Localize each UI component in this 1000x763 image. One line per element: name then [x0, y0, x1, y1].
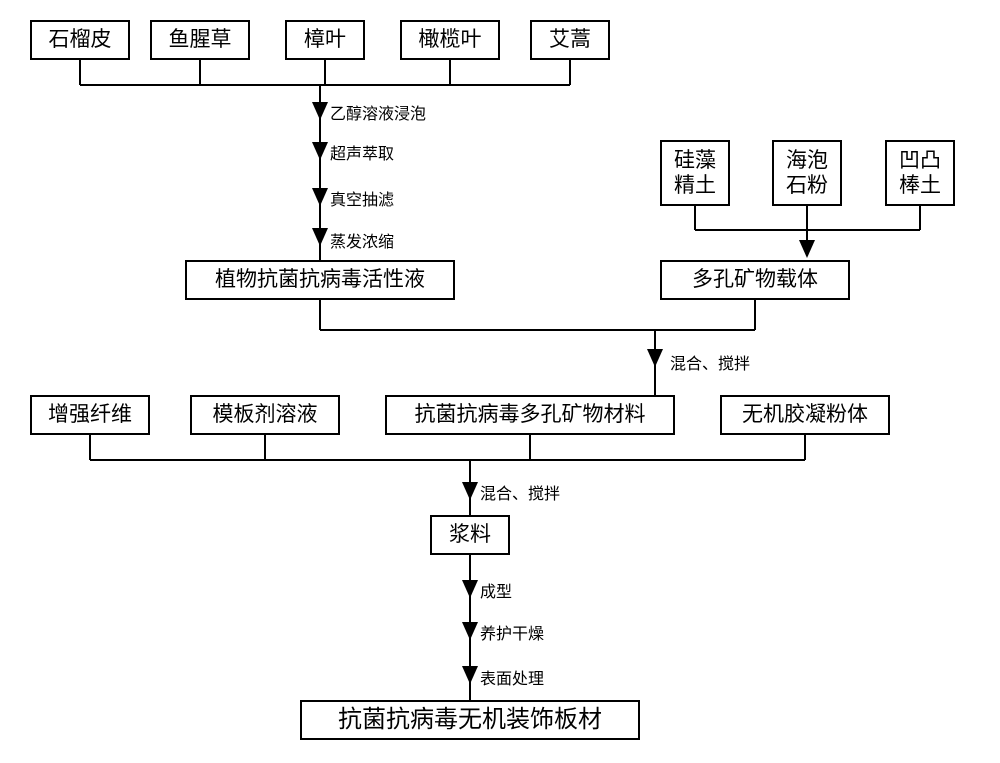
herb-box-2: 鱼腥草: [150, 20, 250, 60]
process-label-2: 超声萃取: [330, 140, 394, 164]
process-label-3: 真空抽滤: [330, 186, 394, 210]
final-product-box: 抗菌抗病毒无机装饰板材: [300, 700, 640, 740]
process-label-1: 乙醇溶液浸泡: [330, 100, 426, 124]
active-liquid-box: 植物抗菌抗病毒活性液: [185, 260, 455, 300]
flow-lines: [0, 0, 1000, 763]
fiber-box: 增强纤维: [30, 395, 150, 435]
process-label-8: 养护干燥: [480, 620, 544, 644]
herb-box-5: 艾蒿: [530, 20, 610, 60]
template-box: 模板剂溶液: [190, 395, 340, 435]
process-label-7: 成型: [480, 578, 512, 602]
process-label-9: 表面处理: [480, 665, 544, 689]
herb-box-1: 石榴皮: [30, 20, 130, 60]
slurry-box: 浆料: [430, 515, 510, 555]
mineral-box-1: 硅藻精土: [660, 140, 730, 206]
inorganic-powder-box: 无机胶凝粉体: [720, 395, 890, 435]
antibac-mineral-box: 抗菌抗病毒多孔矿物材料: [385, 395, 675, 435]
herb-box-4: 橄榄叶: [400, 20, 500, 60]
process-label-4: 蒸发浓缩: [330, 228, 394, 252]
mineral-box-3: 凹凸棒土: [885, 140, 955, 206]
process-label-5: 混合、搅拌: [670, 350, 750, 374]
mineral-box-2: 海泡石粉: [772, 140, 842, 206]
process-label-6: 混合、搅拌: [480, 480, 560, 504]
herb-box-3: 樟叶: [285, 20, 365, 60]
porous-carrier-box: 多孔矿物载体: [660, 260, 850, 300]
